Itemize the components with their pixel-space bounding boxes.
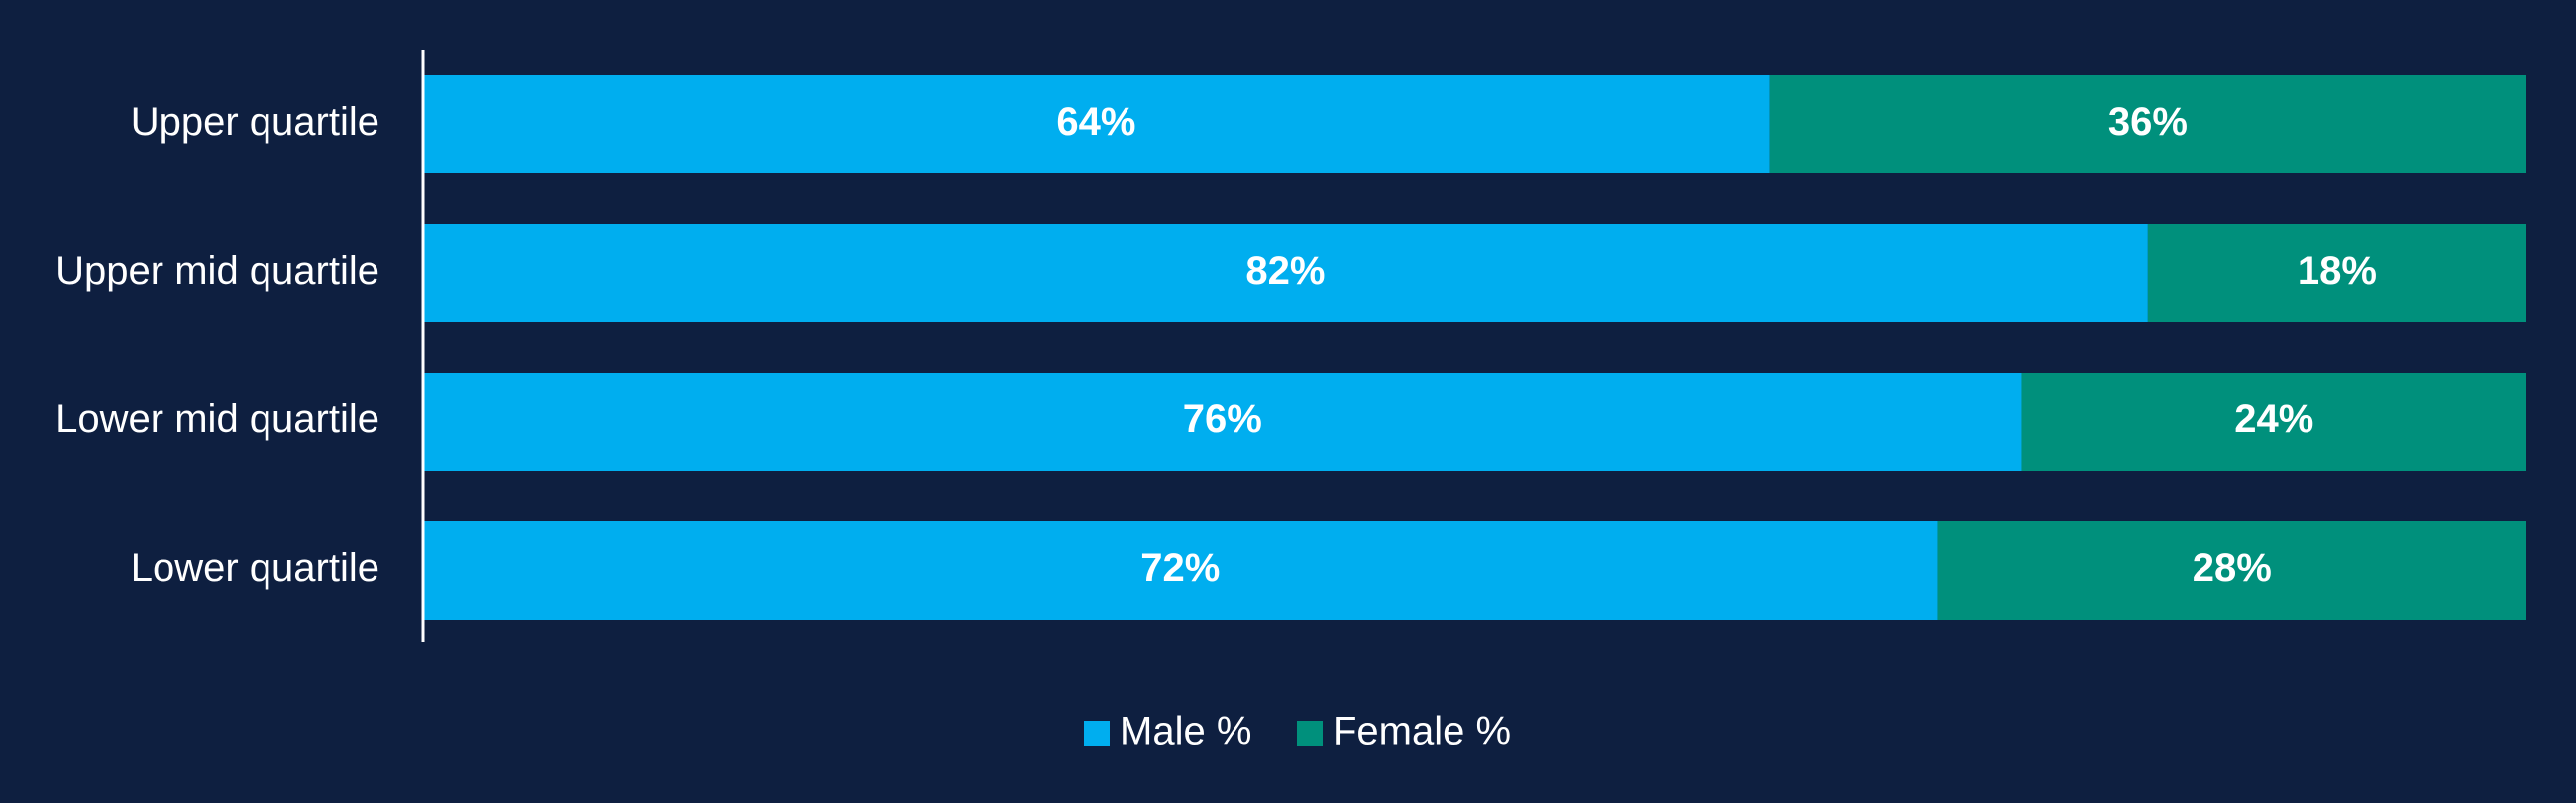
data-label-female-upper-quartile: 36% [2108, 100, 2188, 144]
data-label-female-lower-quartile: 28% [2193, 546, 2272, 590]
legend-label-female: Female % [1333, 710, 1511, 753]
bar-male-lower-quartile [423, 521, 1938, 620]
bar-male-upper-quartile [423, 75, 1770, 173]
bar-female-lower-quartile [1937, 521, 2526, 620]
bar-female-lower-mid-quartile [2021, 373, 2526, 471]
data-label-female-upper-mid-quartile: 18% [2298, 249, 2377, 292]
bar-female-upper-quartile [1769, 75, 2526, 173]
bar-female-upper-mid-quartile [2147, 224, 2526, 322]
data-label-male-lower-quartile: 72% [1140, 546, 1220, 590]
data-label-male-upper-quartile: 64% [1056, 100, 1135, 144]
data-label-male-upper-mid-quartile: 82% [1245, 249, 1325, 292]
bar-male-lower-mid-quartile [423, 373, 2022, 471]
category-label-lower-mid-quartile: Lower mid quartile [55, 398, 379, 441]
category-label-upper-quartile: Upper quartile [131, 100, 379, 144]
category-label-lower-quartile: Lower quartile [131, 546, 379, 590]
bar-male-upper-mid-quartile [423, 224, 2148, 322]
legend-label-male: Male % [1120, 710, 1251, 753]
legend: Male % Female % [1084, 710, 1511, 753]
legend-swatch-female [1297, 721, 1323, 746]
data-label-female-lower-mid-quartile: 24% [2234, 398, 2313, 441]
category-label-upper-mid-quartile: Upper mid quartile [55, 249, 379, 292]
bars-layer [423, 75, 2526, 620]
legend-swatch-male [1084, 721, 1110, 746]
data-label-male-lower-mid-quartile: 76% [1183, 398, 1262, 441]
labels-layer: Upper quartile 64% 36% Upper mid quartile 82… [55, 100, 2377, 590]
